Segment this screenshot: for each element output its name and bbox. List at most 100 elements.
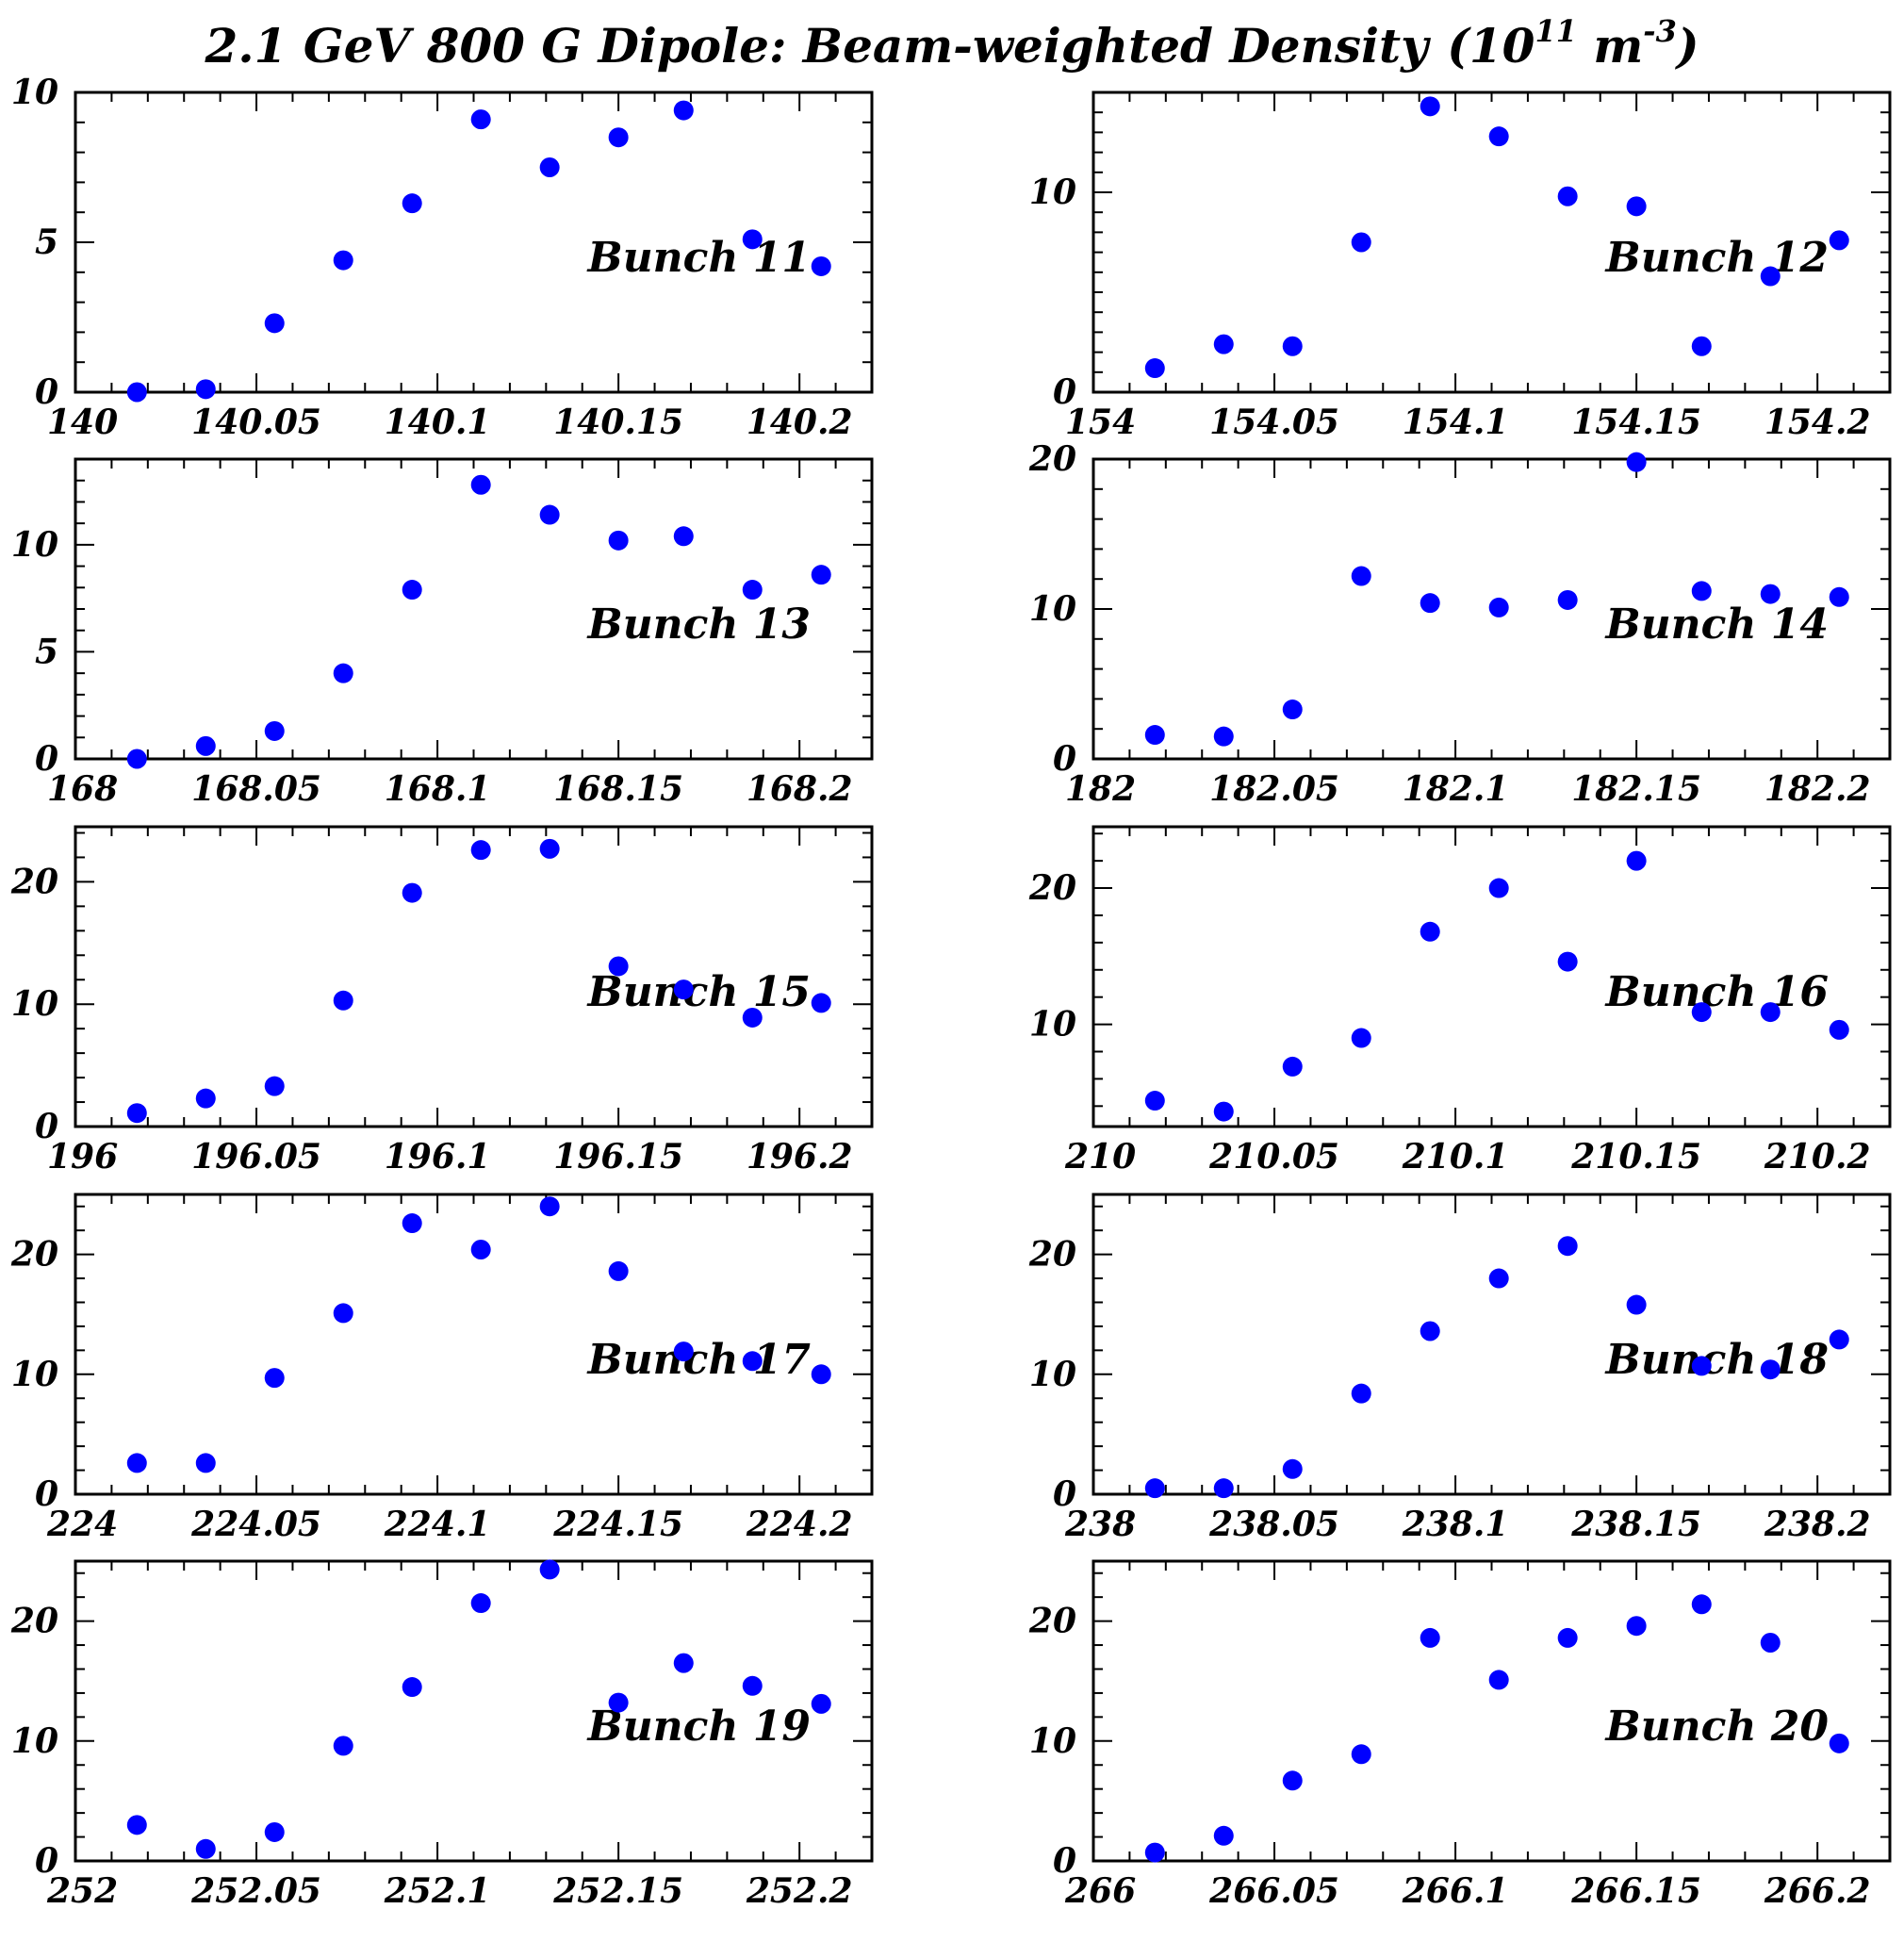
y-tick-label: 20 — [1028, 1602, 1076, 1641]
x-tick-label: 196 — [47, 1137, 118, 1177]
data-point — [1829, 230, 1849, 251]
y-tick-label: 5 — [35, 222, 58, 262]
data-point — [1282, 336, 1303, 356]
data-point — [1282, 1770, 1303, 1791]
data-point — [1829, 1733, 1849, 1753]
data-point — [333, 1303, 353, 1324]
title-unit-close: ) — [1675, 18, 1699, 74]
data-point — [673, 100, 694, 121]
panel-bunch-18: 238 238.05 238.1 238.15 238.2 0 10 20 Bunch 18 — [1028, 1193, 1892, 1544]
y-tick-label: 5 — [35, 632, 58, 671]
data-point — [1144, 1842, 1165, 1863]
data-point — [1760, 1632, 1781, 1653]
figure-title: 2.1 GeV 800 G Dipole: Beam-weighted Dens… — [204, 13, 1699, 74]
x-tick-label: 140.15 — [553, 403, 683, 442]
data-point — [195, 1838, 216, 1859]
bunch-label: Bunch 11 — [586, 234, 812, 282]
data-point — [470, 109, 491, 130]
x-tick-label: 140 — [47, 403, 118, 442]
data-point — [811, 1364, 831, 1385]
data-point — [126, 1815, 147, 1835]
data-point — [1557, 1236, 1578, 1257]
x-tick-label: 196.05 — [191, 1137, 321, 1177]
data-point — [1420, 593, 1440, 614]
x-tick-label: 210.2 — [1764, 1137, 1871, 1177]
y-tick-label: 20 — [10, 1602, 58, 1641]
data-point — [402, 193, 422, 214]
x-tick-label: 154.15 — [1571, 403, 1701, 442]
y-tick-label: 20 — [1028, 439, 1076, 479]
x-tick-label: 168.05 — [191, 769, 321, 809]
y-tick-label: 0 — [1053, 1474, 1076, 1514]
data-point — [1351, 1383, 1371, 1404]
x-tick-label: 252.1 — [384, 1871, 491, 1911]
y-tick-label: 0 — [1053, 1841, 1076, 1881]
data-point — [539, 1559, 560, 1580]
data-point — [126, 382, 147, 403]
data-point — [1351, 232, 1371, 253]
data-point — [811, 1693, 831, 1714]
data-point — [264, 313, 285, 334]
data-point — [673, 1653, 694, 1673]
data-point — [1626, 850, 1647, 871]
data-point — [1213, 1478, 1234, 1499]
x-tick-label: 154.1 — [1403, 403, 1509, 442]
bunch-label: Bunch 15 — [586, 968, 812, 1016]
data-point — [333, 250, 353, 271]
data-point — [1282, 1458, 1303, 1479]
data-point — [126, 749, 147, 769]
x-tick-label: 140.2 — [747, 403, 853, 442]
x-tick-label: 210.15 — [1570, 1137, 1701, 1177]
data-point — [1626, 196, 1647, 217]
data-point — [402, 580, 422, 601]
x-tick-label: 266.15 — [1570, 1871, 1701, 1911]
data-point — [811, 565, 831, 585]
x-tick-label: 182.15 — [1571, 769, 1701, 809]
data-point — [1760, 1002, 1781, 1023]
x-tick-label: 196.2 — [747, 1137, 853, 1177]
y-tick-label: 20 — [10, 862, 58, 901]
panel-bunch-16: 210 210.05 210.1 210.15 210.2 10 20 Bunch 16 — [1028, 825, 1892, 1177]
y-tick-label: 10 — [1029, 1355, 1076, 1394]
x-tick-label: 224.15 — [552, 1505, 683, 1544]
data-point — [1488, 126, 1509, 147]
x-tick-label: 224.05 — [190, 1505, 321, 1544]
title-unit-exp2: -3 — [1643, 13, 1677, 49]
panel-bunch-15: 196 196.05 196.1 196.15 196.2 0 10 20 Bunch 15 — [10, 825, 874, 1177]
data-point — [470, 840, 491, 861]
data-point — [742, 580, 763, 601]
x-tick-label: 224 — [46, 1505, 118, 1544]
x-tick-label: 182.05 — [1209, 769, 1339, 809]
data-point — [1760, 266, 1781, 287]
bunch-label: Bunch 18 — [1604, 1336, 1830, 1384]
data-point — [539, 504, 560, 525]
x-tick-label: 196.15 — [553, 1137, 683, 1177]
bunch-label: Bunch 13 — [586, 601, 812, 649]
y-tick-label: 0 — [35, 372, 58, 412]
x-tick-label: 238.2 — [1764, 1505, 1871, 1544]
y-tick-label: 10 — [11, 525, 58, 565]
data-point — [608, 956, 629, 977]
data-point — [811, 255, 831, 276]
data-point — [1626, 452, 1647, 472]
bunch-label: Bunch 16 — [1604, 968, 1830, 1016]
bunch-label: Bunch 17 — [586, 1336, 812, 1384]
data-point — [608, 530, 629, 551]
panel-bunch-12: 154 154.05 154.1 154.15 154.2 0 10 Bunch 12 — [1029, 91, 1892, 442]
data-point — [195, 1088, 216, 1109]
y-tick-label: 10 — [1029, 589, 1076, 629]
data-point — [1829, 1329, 1849, 1350]
x-tick-label: 238.15 — [1570, 1505, 1701, 1544]
data-point — [1213, 334, 1234, 354]
y-tick-label: 10 — [11, 1355, 58, 1394]
y-tick-label: 0 — [35, 1474, 58, 1514]
y-tick-label: 0 — [1053, 739, 1076, 779]
data-point — [1691, 1002, 1712, 1023]
x-tick-label: 224.2 — [746, 1505, 853, 1544]
data-point — [608, 1260, 629, 1281]
y-tick-label: 20 — [10, 1235, 58, 1275]
x-tick-label: 238.1 — [1402, 1505, 1509, 1544]
data-point — [1557, 186, 1578, 206]
x-tick-label: 140.05 — [191, 403, 321, 442]
title-unit-mid: m — [1577, 18, 1643, 74]
